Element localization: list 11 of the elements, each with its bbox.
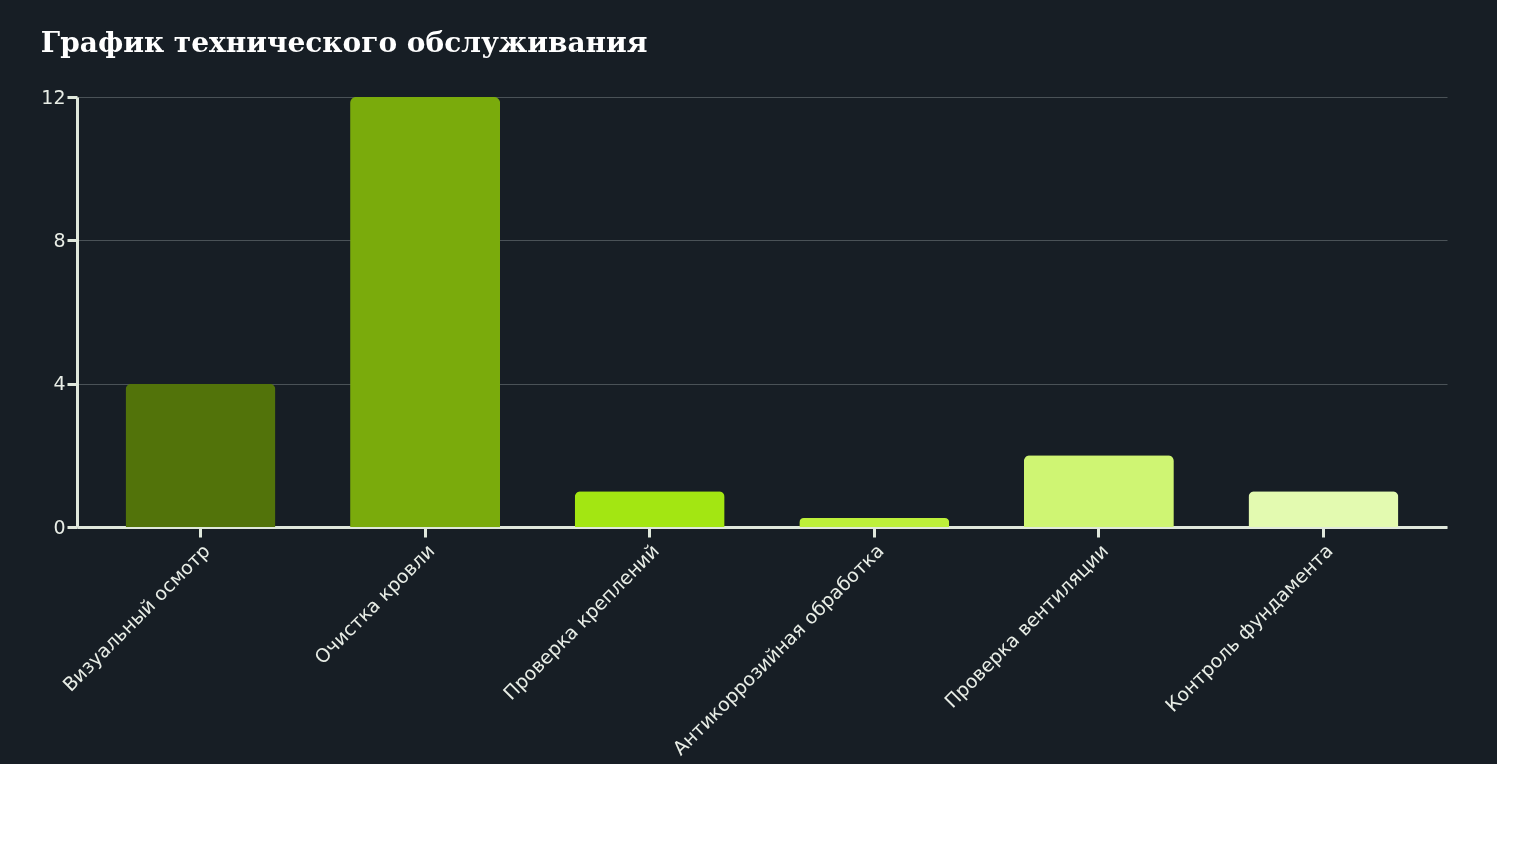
- chart-title: График технического обслуживания: [40, 26, 648, 59]
- bar: [574, 491, 725, 527]
- bar: [1023, 455, 1174, 527]
- bar: [1248, 491, 1399, 527]
- y-tick-label: 12: [41, 85, 66, 108]
- y-tick-label: 8: [53, 228, 66, 251]
- bar: [125, 383, 276, 527]
- bar: [350, 97, 501, 527]
- y-tick-label: 4: [53, 372, 66, 395]
- y-tick-label: 0: [53, 515, 66, 538]
- bar: [799, 518, 950, 527]
